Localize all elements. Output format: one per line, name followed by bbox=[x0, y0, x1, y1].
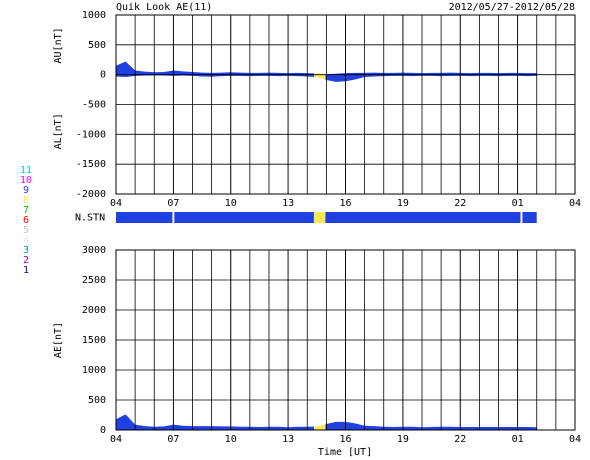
y-tick-label: 1000 bbox=[82, 10, 106, 21]
station-level: 5 bbox=[23, 225, 29, 236]
x-tick-label: 04 bbox=[569, 434, 581, 445]
station-segment bbox=[325, 212, 521, 223]
station-segment bbox=[174, 212, 314, 223]
y-tick-label: -500 bbox=[82, 100, 106, 111]
y-tick-label: 1500 bbox=[82, 335, 106, 346]
y-tick-label: -2000 bbox=[76, 189, 106, 200]
station-level: 6 bbox=[23, 215, 29, 226]
area bbox=[116, 61, 537, 75]
y-tick-label: -1000 bbox=[76, 129, 106, 140]
station-segment bbox=[313, 212, 326, 223]
x-tick-label: 01 bbox=[512, 434, 524, 445]
x-tick-label: 01 bbox=[512, 198, 524, 209]
station-level: 1 bbox=[23, 265, 29, 276]
y-axis-label: AL[nT] bbox=[53, 113, 64, 149]
y-tick-label: 3000 bbox=[82, 245, 106, 256]
station-level: 3 bbox=[23, 245, 29, 256]
x-tick-label: 22 bbox=[454, 434, 466, 445]
x-tick-label: 22 bbox=[454, 198, 466, 209]
x-tick-label: 19 bbox=[397, 434, 409, 445]
x-tick-label: 13 bbox=[282, 434, 294, 445]
x-tick-label: 04 bbox=[110, 198, 122, 209]
station-level: 9 bbox=[23, 185, 29, 196]
y-axis-label: AU[nT] bbox=[53, 27, 64, 63]
x-tick-label: 10 bbox=[225, 434, 237, 445]
y-axis-label: AE[nT] bbox=[53, 322, 64, 358]
station-segment bbox=[116, 212, 173, 223]
y-tick-label: 500 bbox=[88, 395, 106, 406]
x-tick-label: 10 bbox=[225, 198, 237, 209]
station-level: 4 bbox=[23, 235, 29, 246]
station-level: 11 bbox=[20, 165, 32, 176]
station-level: 8 bbox=[23, 195, 29, 206]
station-label: N.STN bbox=[75, 213, 105, 224]
x-tick-label: 04 bbox=[569, 198, 581, 209]
x-tick-label: 13 bbox=[282, 198, 294, 209]
date-range: 2012/05/27-2012/05/28 bbox=[449, 2, 575, 13]
x-tick-label: 07 bbox=[167, 198, 179, 209]
y-tick-label: 500 bbox=[88, 40, 106, 51]
x-tick-label: 16 bbox=[339, 434, 351, 445]
x-tick-label: 04 bbox=[110, 434, 122, 445]
station-level: 2 bbox=[23, 255, 29, 266]
x-tick-label: 16 bbox=[339, 198, 351, 209]
y-tick-label: 0 bbox=[100, 425, 106, 436]
y-tick-label: 2000 bbox=[82, 305, 106, 316]
station-segment bbox=[522, 212, 537, 223]
chart-title: Quik Look AE(11) bbox=[116, 2, 212, 13]
plot-frame bbox=[115, 249, 576, 431]
y-tick-label: -1500 bbox=[76, 159, 106, 170]
x-axis-label: Time [UT] bbox=[318, 447, 372, 458]
x-tick-label: 19 bbox=[397, 198, 409, 209]
station-level: 10 bbox=[20, 175, 32, 186]
y-tick-label: 1000 bbox=[82, 365, 106, 376]
station-level: 7 bbox=[23, 205, 29, 216]
y-tick-label: 2500 bbox=[82, 275, 106, 286]
x-tick-label: 07 bbox=[167, 434, 179, 445]
y-tick-label: 0 bbox=[100, 70, 106, 81]
plot-frame bbox=[115, 14, 576, 195]
